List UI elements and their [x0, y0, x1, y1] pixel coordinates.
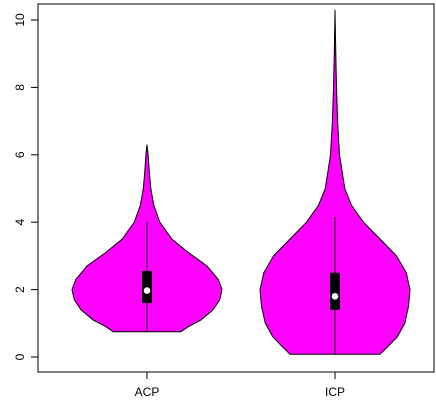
y-tick-label-8: 8 — [13, 84, 27, 91]
boxplots-layer — [142, 217, 340, 355]
x-tick-label-icp: ICP — [325, 385, 345, 399]
y-tick-label-6: 6 — [13, 151, 27, 158]
iqr-box-icp — [330, 272, 340, 310]
plot-frame — [37, 3, 435, 373]
median-dot-icp — [331, 293, 339, 300]
y-tick-label-10: 10 — [13, 13, 27, 27]
median-dot-acp — [143, 287, 151, 294]
y-tick-label-4: 4 — [13, 219, 27, 226]
axes-layer: 0 2 4 6 8 10 ACP ICP — [13, 3, 435, 399]
violins-layer — [71, 9, 411, 355]
iqr-box-acp — [142, 271, 152, 304]
y-tick-label-2: 2 — [13, 286, 27, 293]
y-tick-label-0: 0 — [13, 353, 27, 360]
x-tick-label-acp: ACP — [135, 385, 160, 399]
